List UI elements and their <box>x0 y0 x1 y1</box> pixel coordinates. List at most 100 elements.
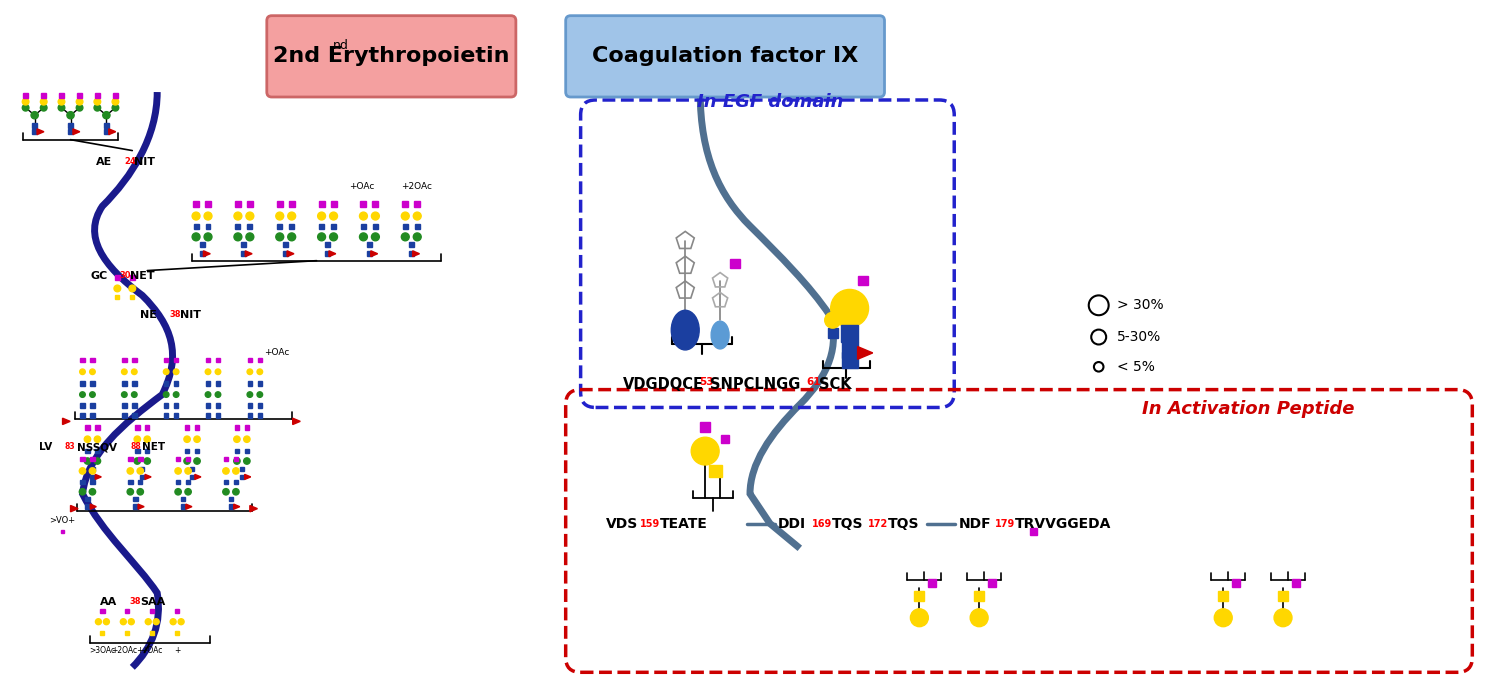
Bar <box>248 413 252 418</box>
Bar <box>248 382 252 386</box>
Circle shape <box>184 488 192 495</box>
Bar <box>368 251 372 256</box>
Bar <box>90 475 94 479</box>
Bar <box>258 413 262 418</box>
Polygon shape <box>38 129 44 135</box>
Bar <box>258 403 262 408</box>
Bar <box>374 225 378 229</box>
Circle shape <box>288 212 296 220</box>
Bar <box>915 591 924 601</box>
Circle shape <box>112 104 118 111</box>
Bar <box>236 225 240 229</box>
Circle shape <box>910 609 928 627</box>
Circle shape <box>94 458 100 464</box>
Circle shape <box>153 619 159 625</box>
Circle shape <box>414 212 422 220</box>
Bar <box>244 449 249 453</box>
Bar <box>134 504 138 509</box>
Bar <box>132 403 136 408</box>
Bar <box>68 123 74 128</box>
Bar <box>194 225 198 229</box>
Text: VDS: VDS <box>606 516 638 530</box>
Text: NET: NET <box>142 443 165 452</box>
Circle shape <box>234 458 240 464</box>
Circle shape <box>246 233 254 241</box>
Polygon shape <box>204 251 210 257</box>
Circle shape <box>90 369 94 375</box>
Bar <box>138 479 142 484</box>
Circle shape <box>184 458 190 464</box>
Text: 30: 30 <box>120 271 130 279</box>
Text: +: + <box>174 645 180 655</box>
Circle shape <box>22 99 28 105</box>
Text: +OAc: +OAc <box>350 182 374 191</box>
Circle shape <box>402 233 410 241</box>
Circle shape <box>970 609 988 627</box>
Bar <box>240 475 244 479</box>
Bar <box>320 225 324 229</box>
Bar <box>228 504 232 509</box>
Bar <box>164 413 168 418</box>
Bar <box>240 466 244 471</box>
Circle shape <box>224 488 230 495</box>
Bar <box>242 251 246 256</box>
Bar <box>116 295 120 299</box>
Polygon shape <box>370 251 378 257</box>
Circle shape <box>94 104 100 111</box>
Bar <box>284 242 288 247</box>
Circle shape <box>58 99 64 105</box>
Bar <box>410 251 414 256</box>
Bar <box>206 403 210 408</box>
Bar <box>80 382 84 386</box>
Circle shape <box>84 458 90 464</box>
Bar <box>90 382 94 386</box>
Bar <box>206 413 210 418</box>
Text: In Activation Peptide: In Activation Peptide <box>1142 401 1354 419</box>
Bar <box>284 251 288 256</box>
Bar <box>186 479 190 484</box>
Text: TEATE: TEATE <box>660 516 708 530</box>
Bar <box>174 382 178 386</box>
Bar <box>200 251 204 256</box>
Circle shape <box>256 392 262 397</box>
Circle shape <box>122 392 128 397</box>
Circle shape <box>134 458 141 464</box>
Circle shape <box>144 436 150 443</box>
Circle shape <box>104 112 110 119</box>
Bar <box>326 251 330 256</box>
Circle shape <box>204 233 212 241</box>
Bar <box>974 591 984 601</box>
Polygon shape <box>186 504 192 509</box>
Text: +OAc: +OAc <box>141 645 164 655</box>
Circle shape <box>194 458 200 464</box>
Text: 61: 61 <box>807 377 822 387</box>
Circle shape <box>224 468 230 474</box>
Bar <box>416 225 420 229</box>
Text: SCK: SCK <box>819 377 852 392</box>
Text: 83: 83 <box>64 443 75 451</box>
Circle shape <box>831 290 868 327</box>
Text: >3OAc: >3OAc <box>90 645 116 655</box>
Circle shape <box>214 392 220 397</box>
Circle shape <box>32 112 39 119</box>
Bar <box>216 413 220 418</box>
Text: NE: NE <box>141 310 158 321</box>
Circle shape <box>176 488 181 495</box>
Bar <box>32 123 38 128</box>
Polygon shape <box>244 474 250 480</box>
Circle shape <box>248 392 252 397</box>
Text: 38: 38 <box>170 310 180 319</box>
Circle shape <box>112 99 118 105</box>
Text: > 30%: > 30% <box>1116 298 1164 312</box>
Bar <box>146 449 150 453</box>
Text: NET: NET <box>130 271 154 281</box>
Circle shape <box>129 285 135 292</box>
Circle shape <box>144 458 150 464</box>
Bar <box>242 242 246 247</box>
Bar <box>200 242 204 247</box>
Bar <box>140 466 144 471</box>
Bar <box>128 479 132 484</box>
Text: TQS: TQS <box>831 516 862 530</box>
Ellipse shape <box>711 321 729 349</box>
Text: 169: 169 <box>812 519 832 529</box>
